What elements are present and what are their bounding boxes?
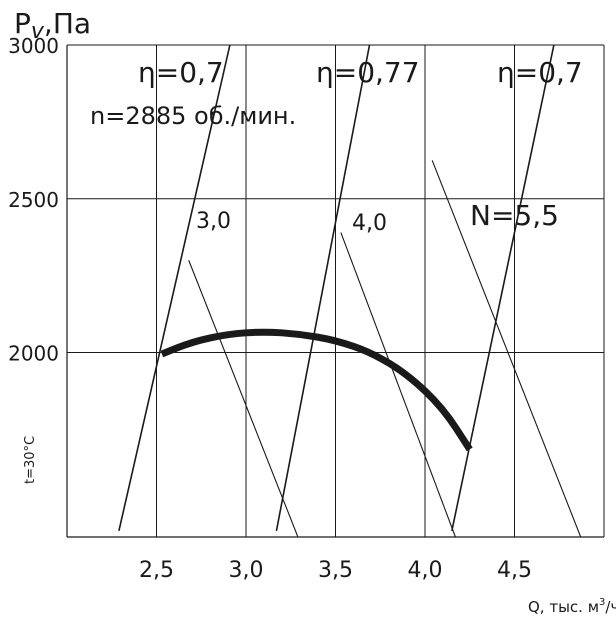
- power-label: 3,0: [196, 209, 231, 234]
- y-tick-label: 2000: [8, 342, 59, 366]
- power-line: [188, 260, 299, 538]
- performance-curve-layer: [160, 328, 473, 452]
- power-line: [431, 160, 582, 538]
- performance-curve: [160, 328, 473, 452]
- grid: [66, 44, 605, 538]
- efficiency-line: [275, 44, 371, 532]
- efficiency-line: [118, 44, 231, 532]
- tick-labels: 2,5 3,0 3,5 4,0 4,5 2000 2500 3000: [8, 34, 532, 583]
- x-tick-label: 4,5: [497, 558, 532, 583]
- efficiency-label: η=0,7: [497, 56, 583, 89]
- x-tick-label: 4,0: [408, 558, 443, 583]
- x-tick-label: 2,5: [139, 558, 174, 583]
- efficiency-label: η=0,7: [138, 56, 224, 89]
- power-label: 4,0: [352, 211, 387, 236]
- speed-annotation: n=2885 об./мин.: [90, 102, 296, 130]
- power-label: N=5,5: [470, 199, 559, 232]
- power-line: [340, 232, 456, 538]
- y-tick-label: 2500: [8, 188, 59, 212]
- efficiency-label: η=0,77: [316, 56, 420, 89]
- side-temperature-label: t=30°C: [23, 436, 38, 484]
- y-axis-title: Pv,Па: [14, 7, 91, 44]
- line-labels: η=0,7 η=0,77 η=0,7 3,0 4,0 N=5,5: [138, 56, 583, 236]
- y-tick-label: 3000: [8, 34, 59, 58]
- efficiency-line: [451, 44, 555, 532]
- x-tick-label: 3,0: [229, 558, 264, 583]
- x-axis-title: Q, тыс. м3/ч: [528, 597, 616, 616]
- x-tick-label: 3,5: [318, 558, 353, 583]
